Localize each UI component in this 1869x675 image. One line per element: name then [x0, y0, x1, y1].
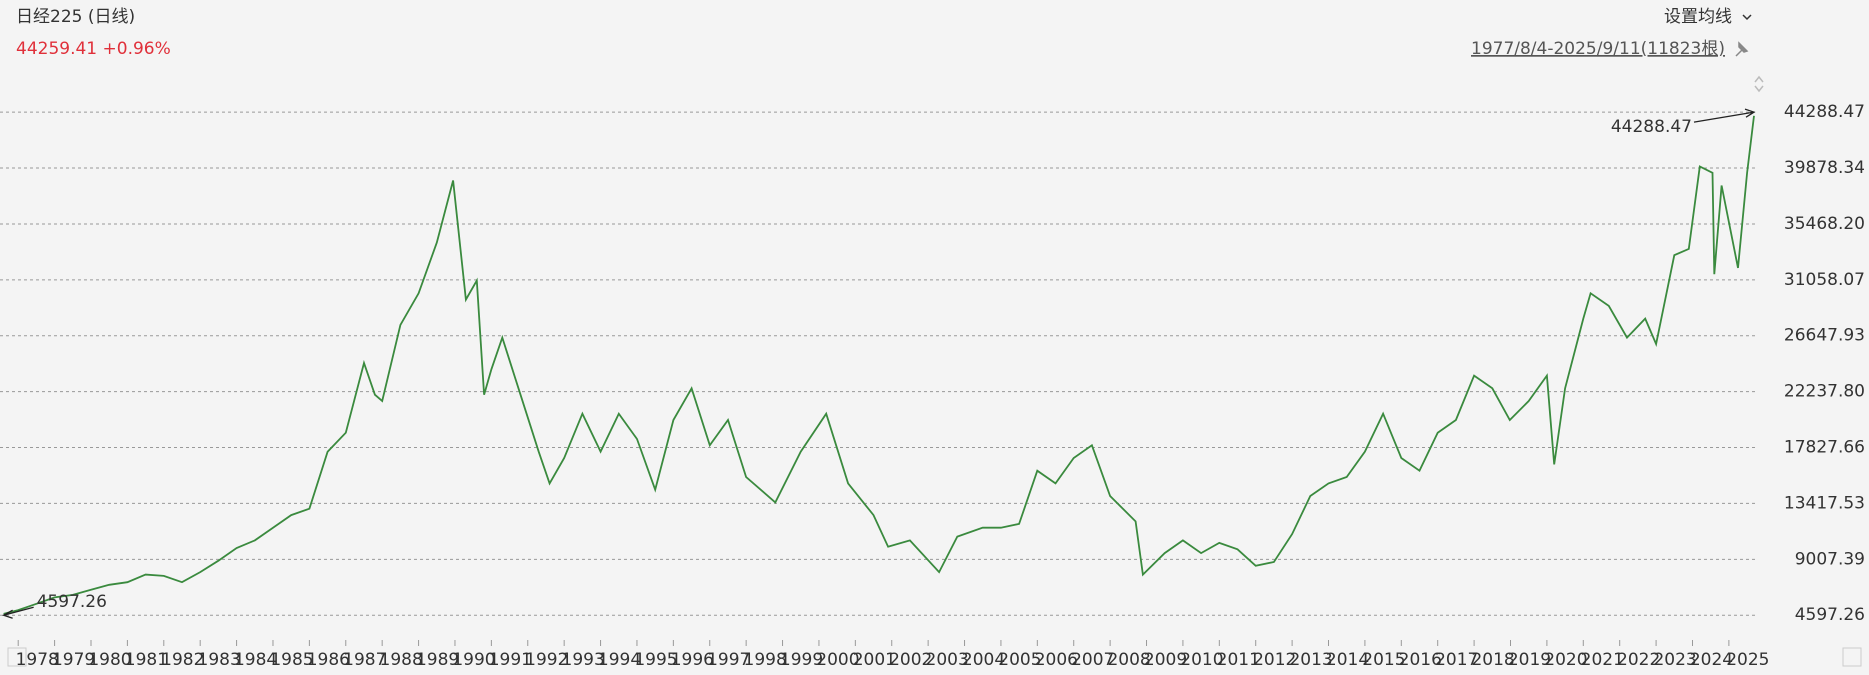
x-tick-label: 1994 [598, 650, 641, 670]
y-tick-label: 17827.66 [1784, 438, 1865, 458]
x-tick-label: 2006 [1035, 650, 1078, 670]
x-tick-label: 2002 [889, 650, 932, 670]
x-tick-label: 1990 [452, 650, 495, 670]
low-label: 4597.26 [37, 592, 107, 612]
high-label: 44288.47 [1611, 117, 1692, 137]
x-tick-label: 1983 [198, 650, 241, 670]
x-tick-label: 2017 [1435, 650, 1478, 670]
x-tick-label: 1978 [16, 650, 59, 670]
y-tick-label: 35468.20 [1784, 214, 1865, 234]
x-tick-label: 1992 [525, 650, 568, 670]
x-tick-label: 2022 [1617, 650, 1660, 670]
x-tick-label: 2021 [1581, 650, 1624, 670]
x-tick-label: 1987 [343, 650, 386, 670]
x-tick-label: 2015 [1362, 650, 1405, 670]
x-tick-label: 2014 [1326, 650, 1369, 670]
x-tick-label: 2024 [1690, 650, 1733, 670]
x-tick-label: 2013 [1289, 650, 1332, 670]
x-tick-label: 1982 [161, 650, 204, 670]
low-arrow [2, 606, 34, 619]
last-quote: 44259.41 +0.96% [16, 39, 171, 59]
x-tick-label: 1980 [88, 650, 131, 670]
scroll-left[interactable] [7, 647, 27, 667]
y-tick-label: 31058.07 [1784, 270, 1865, 290]
x-tick-label: 1986 [307, 650, 350, 670]
ma-button[interactable]: 设置均线 [1664, 7, 1732, 27]
x-tick-label: 1997 [707, 650, 750, 670]
price-line [3, 115, 1755, 615]
y-tick-label: 22237.80 [1784, 382, 1865, 402]
x-tick-label: 1991 [489, 650, 532, 670]
x-tick-label: 2009 [1144, 650, 1187, 670]
y-tick-label: 4597.26 [1795, 605, 1865, 625]
y-tick-label: 44288.47 [1784, 102, 1865, 122]
scale-icon[interactable] [1754, 75, 1764, 93]
x-tick-label: 1996 [671, 650, 714, 670]
x-tick-label: 1998 [744, 650, 787, 670]
range-text[interactable]: 1977/8/4-2025/9/11(11823根) [1471, 39, 1725, 59]
x-tick-label: 1993 [562, 650, 605, 670]
high-arrow [1693, 108, 1756, 123]
x-tick-label: 2011 [1217, 650, 1260, 670]
x-tick-label: 1995 [634, 650, 677, 670]
pin-icon[interactable] [1735, 41, 1749, 57]
y-tick-label: 26647.93 [1784, 326, 1865, 346]
chart-title: 日经225 (日线) [16, 7, 135, 27]
x-tick-label: 1989 [416, 650, 459, 670]
x-tick-label: 1981 [125, 650, 168, 670]
x-tick-label: 2007 [1071, 650, 1114, 670]
x-tick-label: 2019 [1508, 650, 1551, 670]
x-tick-label: 2005 [998, 650, 1041, 670]
x-tick-label: 2000 [816, 650, 859, 670]
x-tick-label: 2012 [1253, 650, 1296, 670]
scroll-right[interactable] [1842, 647, 1862, 667]
y-tick-label: 13417.53 [1784, 493, 1865, 513]
x-tick-label: 2016 [1399, 650, 1442, 670]
x-tick-label: 2008 [1107, 650, 1150, 670]
x-tick-label: 1988 [380, 650, 423, 670]
dropdown-icon [1742, 14, 1752, 21]
x-tick-label: 1984 [234, 650, 277, 670]
y-tick-label: 9007.39 [1795, 549, 1865, 569]
x-tick-label: 2025 [1726, 650, 1769, 670]
x-tick-label: 2003 [926, 650, 969, 670]
x-tick-label: 2020 [1544, 650, 1587, 670]
x-tick-label: 2023 [1653, 650, 1696, 670]
x-tick-label: 2001 [853, 650, 896, 670]
y-tick-label: 39878.34 [1784, 158, 1865, 178]
x-tick-label: 1979 [52, 650, 95, 670]
x-tick-label: 2004 [962, 650, 1005, 670]
x-tick-label: 2010 [1180, 650, 1223, 670]
x-tick-label: 1999 [780, 650, 823, 670]
x-tick-label: 2018 [1471, 650, 1514, 670]
x-tick-label: 1985 [270, 650, 313, 670]
